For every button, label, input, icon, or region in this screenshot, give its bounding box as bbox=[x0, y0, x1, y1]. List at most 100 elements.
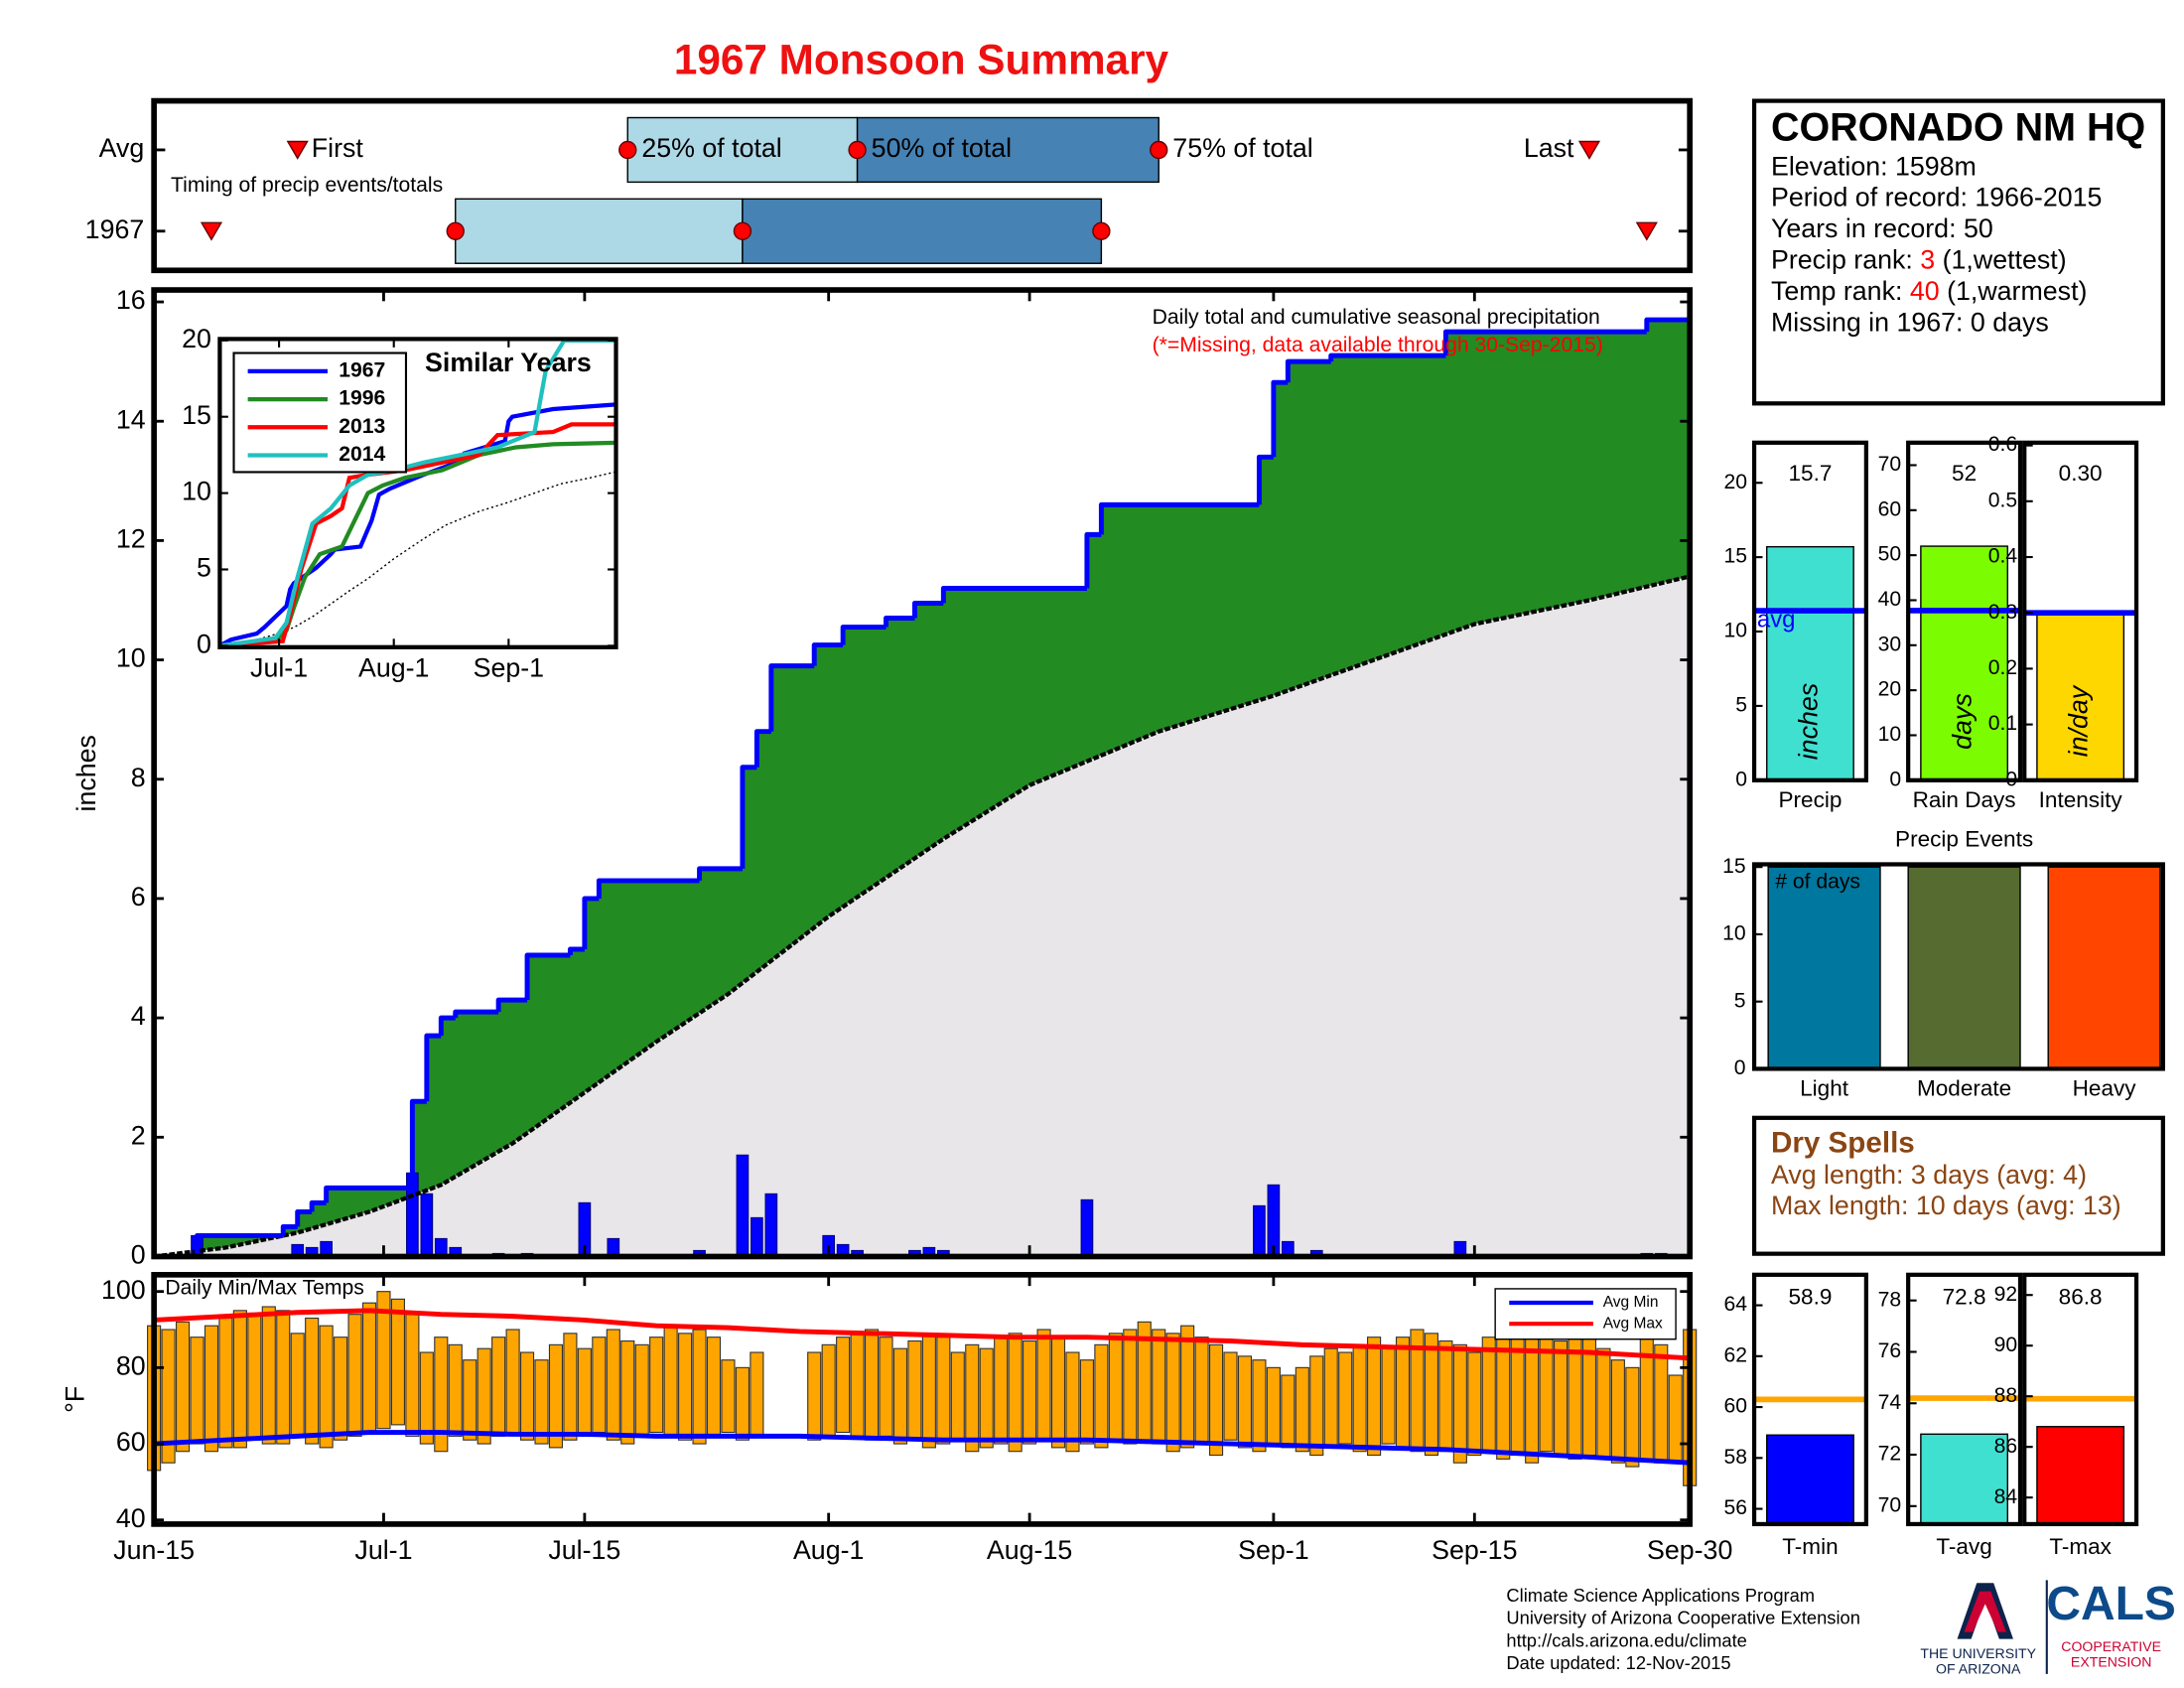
legend-label: 2014 bbox=[339, 443, 385, 466]
temp-bar bbox=[592, 1336, 607, 1434]
y-tick-label: 14 bbox=[116, 404, 146, 434]
temp-bar bbox=[1152, 1329, 1166, 1445]
y-tick-label: 100 bbox=[101, 1275, 146, 1305]
page-title: 1967 Monsoon Summary bbox=[674, 37, 1169, 83]
y-tick-label: 16 bbox=[116, 285, 146, 315]
cumulative-step bbox=[740, 765, 757, 869]
cumulative-step bbox=[1084, 531, 1102, 589]
temp-bar bbox=[548, 1343, 564, 1449]
legend-label: Avg Min bbox=[1603, 1294, 1659, 1311]
y-tick-label: 20 bbox=[1723, 471, 1747, 493]
temp-bar bbox=[577, 1347, 592, 1437]
y-tick-label: 86 bbox=[1994, 1435, 2018, 1458]
daily-bar bbox=[751, 1216, 763, 1258]
frame bbox=[151, 287, 1693, 1260]
temp-bar bbox=[1625, 1366, 1640, 1468]
legend-box bbox=[1494, 1288, 1677, 1340]
temp-bar bbox=[204, 1325, 219, 1453]
x-tick-label: Jul-15 bbox=[548, 1535, 620, 1565]
total-marker bbox=[848, 140, 867, 160]
x-tick-label: Jul-1 bbox=[250, 652, 308, 682]
x-tick-label: Aug-1 bbox=[358, 652, 429, 682]
annotation: Daily total and cumulative seasonal prec… bbox=[1153, 306, 1600, 329]
total-marker bbox=[446, 221, 465, 240]
logo-cals: CALS bbox=[2046, 1578, 2175, 1630]
temp-bar bbox=[1050, 1336, 1066, 1449]
temp-bar bbox=[1281, 1374, 1296, 1449]
temp-bar bbox=[1568, 1329, 1582, 1460]
temp-bar bbox=[678, 1333, 693, 1441]
y-tick-label: 0 bbox=[197, 629, 211, 658]
logo-a-inner bbox=[1964, 1591, 2006, 1632]
meter-label: Rain Days bbox=[1913, 787, 2016, 812]
meter-unit: inches bbox=[1794, 683, 1824, 760]
frame bbox=[1751, 862, 2165, 1071]
temp-bar bbox=[232, 1310, 247, 1449]
temp-bar bbox=[1252, 1359, 1267, 1453]
temp-bar bbox=[1223, 1351, 1238, 1441]
temp-bar bbox=[1338, 1351, 1353, 1445]
station-text: Missing in 1967: 0 days bbox=[1771, 308, 2049, 338]
cumulative-step bbox=[1285, 358, 1331, 383]
y-axis-label: inches bbox=[71, 735, 101, 811]
temp-bar bbox=[1036, 1329, 1051, 1441]
temp-bar bbox=[1452, 1343, 1467, 1464]
events-title: Precip Events bbox=[1895, 826, 2033, 851]
y-axis-label: °F bbox=[61, 1386, 90, 1413]
temp-bar bbox=[491, 1336, 506, 1437]
temp-bar bbox=[735, 1366, 750, 1441]
meter-value: 15.7 bbox=[1789, 461, 1833, 486]
total-marker bbox=[1092, 221, 1111, 240]
x-tick-label: Sep-1 bbox=[1238, 1535, 1308, 1565]
station-text: (1,warmest) bbox=[1940, 276, 2088, 306]
x-tick-label: Aug-1 bbox=[793, 1535, 864, 1565]
x-tick-label: Heavy bbox=[2073, 1076, 2137, 1101]
station-text: Period of record: 1966-2015 bbox=[1771, 183, 2102, 212]
event-marker bbox=[1635, 221, 1658, 241]
footer-line: Date updated: 12-Nov-2015 bbox=[1506, 1652, 1730, 1673]
temp-bar bbox=[620, 1339, 635, 1445]
dry-spells-line: Avg length: 3 days (avg: 4) bbox=[1771, 1160, 2087, 1190]
y-tick-label: 0.2 bbox=[1988, 656, 2017, 679]
cumulative-step bbox=[884, 616, 915, 628]
cumulative-step bbox=[1256, 454, 1274, 505]
ua-logo bbox=[1957, 1580, 2048, 1674]
temp-bar bbox=[190, 1336, 205, 1445]
footer-line: Climate Science Applications Program bbox=[1506, 1585, 1815, 1606]
timeline-label: 25% of total bbox=[641, 133, 781, 163]
y-tick-label: 10 bbox=[116, 643, 146, 673]
y-tick-label: 0 bbox=[131, 1240, 146, 1270]
cumulative-step bbox=[811, 642, 844, 666]
cumulative-step bbox=[582, 896, 600, 950]
y-tick-label: 60 bbox=[116, 1427, 146, 1457]
events-annotation: # of days bbox=[1775, 870, 1860, 893]
meter-value: 0.30 bbox=[2059, 461, 2103, 486]
legend-label: 2013 bbox=[339, 415, 385, 438]
total-marker bbox=[1150, 140, 1168, 160]
temp-bar bbox=[950, 1351, 965, 1441]
temp-bar bbox=[1008, 1333, 1023, 1453]
temp-bar bbox=[505, 1329, 520, 1434]
x-tick-label: Moderate bbox=[1917, 1076, 2011, 1101]
missing-note: (*=Missing, data available through 30-Se… bbox=[1153, 334, 1603, 356]
meter-bar bbox=[2036, 1426, 2125, 1525]
y-tick-label: 76 bbox=[1878, 1339, 1902, 1362]
temp-bar bbox=[1352, 1343, 1367, 1453]
temp-bar bbox=[1180, 1325, 1195, 1449]
timeline-subtitle: Timing of precip events/totals bbox=[171, 174, 443, 197]
cumulative-step bbox=[295, 1208, 313, 1227]
quartile-box bbox=[742, 198, 1103, 264]
temp-bar bbox=[1194, 1336, 1209, 1445]
meter-average-label: avg bbox=[1757, 606, 1796, 633]
meter-unit: in/day bbox=[2064, 684, 2094, 757]
temp-bar bbox=[649, 1336, 664, 1434]
temp-bar bbox=[419, 1351, 434, 1445]
temp-bar bbox=[563, 1333, 578, 1441]
cumulative-step bbox=[753, 729, 771, 768]
event-marker bbox=[200, 221, 223, 241]
y-tick-label: 15 bbox=[1723, 545, 1747, 568]
temp-bar bbox=[1395, 1336, 1411, 1449]
meter-value: 58.9 bbox=[1789, 1285, 1833, 1310]
y-tick-label: 12 bbox=[116, 523, 146, 553]
